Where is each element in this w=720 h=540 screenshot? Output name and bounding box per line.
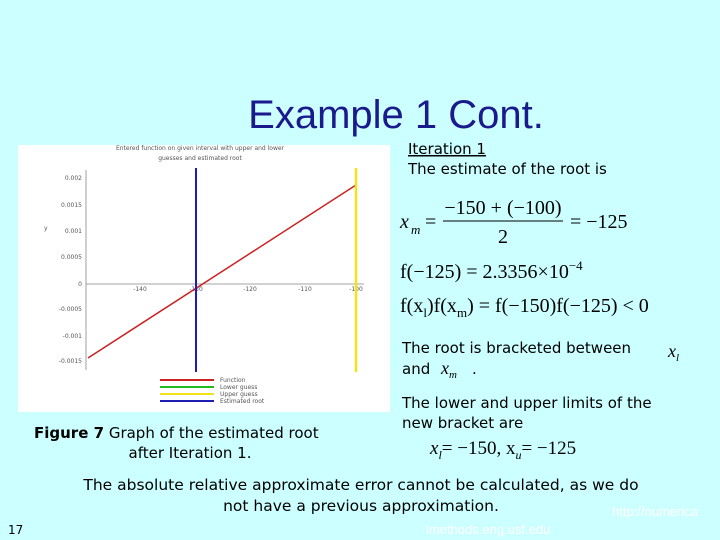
footer-text: not have a previous approximation. [223,497,499,515]
caption: Figure 7 Graph of the estimated root [34,424,319,442]
url[interactable]: lmethods.eng.usf.edu [426,522,550,537]
function-line [87,184,357,359]
y-tick-label: 0.0015 [61,202,82,209]
legend-label: Lower guess [220,384,257,391]
eq-text: f(x [400,295,423,317]
graph-title: Entered function on given interval with … [116,145,285,152]
graph-title: guesses and estimated root [158,155,242,162]
x-tick-label: -120 [243,286,257,293]
x-tick-label: -140 [133,286,147,293]
limits-text: new bracket are [402,414,523,432]
var: x [667,341,676,361]
eq-text: )f(x [427,295,457,317]
y-tick-label: -0.0015 [59,358,82,365]
y-tick-label: -0.001 [63,333,83,340]
sub: l [676,352,679,364]
eq-sign: = [425,211,436,233]
eq-text: f(−125) = 2.3356×10 [400,261,569,283]
sub: m [449,369,457,381]
bracket-text: The root is bracketed between [401,339,631,357]
bracket-and: and [402,360,430,378]
iteration-heading: Iteration 1 [408,140,486,158]
figure: Entered function on given interval with … [18,145,390,412]
y-label: y [44,225,48,232]
y-tick-label: 0 [78,281,82,288]
url[interactable]: http://numerica [612,504,699,519]
caption-text: Graph of the estimated root [109,424,319,442]
sub: l [438,448,442,462]
legend-label: Upper guess [220,391,258,398]
y-tick-label: -0.0005 [59,306,82,313]
eq-text: = −150, x [442,438,516,459]
title: Example 1 Cont. [248,93,544,137]
bracket-period: . [472,360,477,378]
equation-2: f(−125) = 2.3356×10−4 [400,258,583,283]
eq-numerator: −150 + (−100) [444,197,561,219]
var: x [440,358,449,378]
eq-sub: m [457,305,467,320]
footer-text: The absolute relative approximate error … [82,476,638,494]
eq-var: x [399,211,409,233]
bracket-var: xm [440,358,457,381]
eq-denominator: 2 [498,226,508,248]
y-tick-label: 0.0005 [61,254,82,261]
y-tick-label: 0.002 [65,175,82,182]
caption-label: Figure 7 [34,424,104,442]
eq-sup: −4 [569,258,583,273]
caption-text: after Iteration 1. [129,444,252,462]
equation-1: x m = −150 + (−100) 2 = −125 [399,197,628,248]
sub: u [515,448,521,462]
eq-text: ) = f(−150)f(−125) < 0 [467,295,649,317]
var: x [429,438,439,459]
legend-label: Function [220,377,246,384]
equation-3: f(xl)f(xm) = f(−150)f(−125) < 0 [400,295,649,320]
limits-text: The lower and upper limits of the [401,394,652,412]
x-tick-label: -110 [298,286,312,293]
legend-label: Estimated root [220,398,265,405]
eq-rhs: = −125 [570,211,628,233]
y-tick-label: 0.001 [65,228,82,235]
eq-sub: l [423,305,427,320]
eq-sub: m [411,222,420,237]
limits-equation: xl= −150, xu= −125 [429,438,576,462]
figure-frame [18,145,390,412]
iteration-text: The estimate of the root is [407,160,607,178]
eq-text: = −125 [521,438,576,459]
slide-number: 17 [8,523,23,537]
bracket-var: xl [667,341,679,364]
